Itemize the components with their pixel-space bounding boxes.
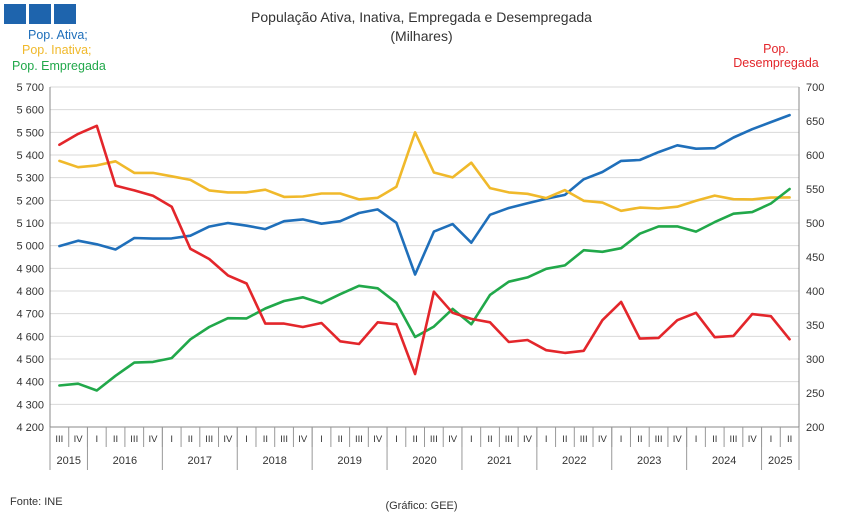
x-year-label: 2016 [113,455,137,467]
y-right-tick-label: 400 [806,286,824,298]
x-year-label: 2022 [562,455,586,467]
legend-pop-desempregada: Pop. Desempregada [716,42,836,70]
x-quarter-label: IV [598,434,608,445]
x-quarter-label: III [130,434,138,445]
x-quarter-label: I [395,434,398,445]
legend-pop-inativa: Pop. Inativa; [22,43,92,57]
chart-credit: (Gráfico: GEE) [385,500,458,512]
y-left-tick-label: 5 400 [16,150,44,162]
y-left-tick-label: 5 500 [16,127,44,139]
x-quarter-label: II [113,434,118,445]
y-left-tick-label: 5 100 [16,218,44,230]
x-quarter-label: II [412,434,417,445]
x-quarter-label: III [205,434,213,445]
x-quarter-label: I [320,434,323,445]
y-left-tick-label: 5 000 [16,241,44,253]
y-left-tick-label: 4 700 [16,309,44,321]
y-right-tick-label: 250 [806,388,824,400]
x-quarter-label: II [712,434,717,445]
y-right-tick-label: 200 [806,422,824,434]
x-year-label: 2024 [712,455,736,467]
x-year-label: 2020 [412,455,436,467]
x-quarter-label: I [170,434,173,445]
x-quarter-label: I [695,434,698,445]
legend-pop-empregada: Pop. Empregada [12,59,106,73]
x-quarter-label: II [263,434,268,445]
y-left-tick-label: 4 800 [16,286,44,298]
x-year-label: 2019 [337,455,361,467]
x-quarter-label: I [770,434,773,445]
y-left-tick-label: 4 300 [16,399,44,411]
series-line-pop-ativa [58,113,791,276]
x-quarter-label: II [487,434,492,445]
series-line-pop-inativa [58,131,791,213]
x-quarter-label: III [730,434,738,445]
y-left-tick-label: 5 600 [16,105,44,117]
x-quarter-label: II [338,434,343,445]
x-quarter-label: III [655,434,663,445]
x-year-label: 2017 [188,455,212,467]
y-right-tick-label: 550 [806,184,824,196]
x-year-label: 2021 [487,455,511,467]
x-quarter-label: III [430,434,438,445]
x-quarter-label: I [245,434,248,445]
x-quarter-label: I [620,434,623,445]
y-left-tick-label: 4 500 [16,354,44,366]
x-quarter-label: I [95,434,98,445]
series-line-pop-empregada [58,187,791,392]
chart-title: População Ativa, Inativa, Empregada e De… [0,8,843,46]
x-quarter-label: IV [74,434,84,445]
x-quarter-label: II [562,434,567,445]
y-left-tick-label: 5 300 [16,173,44,185]
x-quarter-label: II [188,434,193,445]
x-quarter-label: I [470,434,473,445]
x-quarter-label: II [637,434,642,445]
logo-square [29,4,51,24]
gee-logo [4,4,76,24]
x-quarter-label: III [280,434,288,445]
legend-pop-desempregada-line1: Pop. [763,42,789,56]
logo-square [54,4,76,24]
x-quarter-label: IV [673,434,683,445]
x-quarter-label: II [787,434,792,445]
series-line-pop-desempregada [58,124,791,376]
source-note: Fonte: INE [10,496,63,508]
legend-pop-desempregada-line2: Desempregada [733,56,819,70]
x-quarter-label: IV [523,434,533,445]
y-left-tick-label: 5 200 [16,195,44,207]
x-quarter-label: I [545,434,548,445]
logo-square [4,4,26,24]
x-quarter-label: IV [373,434,383,445]
y-left-tick-label: 5 700 [16,82,44,94]
x-year-label: 2015 [56,455,80,467]
y-right-tick-label: 500 [806,218,824,230]
x-quarter-label: III [55,434,63,445]
y-left-tick-label: 4 600 [16,331,44,343]
x-quarter-label: IV [223,434,233,445]
x-year-label: 2025 [768,455,792,467]
x-quarter-label: IV [448,434,458,445]
y-right-tick-label: 650 [806,116,824,128]
x-quarter-label: III [580,434,588,445]
y-right-tick-label: 600 [806,150,824,162]
chart-title-line2: (Milhares) [390,28,453,44]
y-right-tick-label: 350 [806,320,824,332]
y-right-tick-label: 450 [806,252,824,264]
y-left-tick-label: 4 900 [16,263,44,275]
y-right-tick-label: 700 [806,82,824,94]
y-right-tick-label: 300 [806,354,824,366]
x-quarter-label: III [355,434,363,445]
chart-title-line1: População Ativa, Inativa, Empregada e De… [251,9,592,25]
x-quarter-label: IV [298,434,308,445]
x-year-label: 2018 [262,455,286,467]
y-left-tick-label: 4 200 [16,422,44,434]
y-left-tick-label: 4 400 [16,377,44,389]
x-quarter-label: IV [148,434,158,445]
legend-pop-ativa: Pop. Ativa; [28,28,88,42]
x-quarter-label: IV [748,434,758,445]
x-quarter-label: III [505,434,513,445]
x-year-label: 2023 [637,455,661,467]
